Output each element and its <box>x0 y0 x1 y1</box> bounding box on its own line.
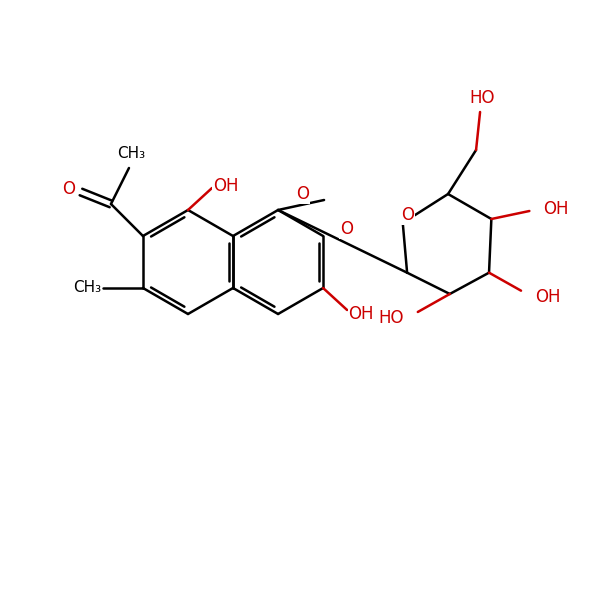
Text: O: O <box>401 206 414 224</box>
Text: OH: OH <box>535 287 560 305</box>
Text: OH: OH <box>544 200 569 218</box>
Text: OH: OH <box>213 177 239 195</box>
Text: HO: HO <box>379 309 404 327</box>
Text: O: O <box>62 180 76 198</box>
Text: CH₃: CH₃ <box>73 280 101 295</box>
Text: O: O <box>296 185 310 203</box>
Text: O: O <box>340 220 353 238</box>
Text: HO: HO <box>469 89 495 107</box>
Text: CH₃: CH₃ <box>117 146 145 161</box>
Text: OH: OH <box>349 305 374 323</box>
